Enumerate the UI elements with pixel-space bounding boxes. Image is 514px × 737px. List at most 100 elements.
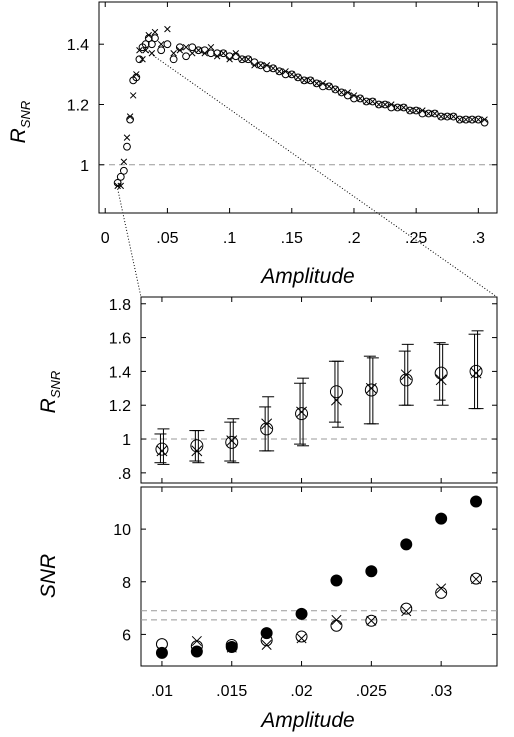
bottom-point-circle — [155, 638, 168, 651]
top-point-x — [356, 95, 364, 102]
top-chart: 0 .05 .1 .15 .2 .25 .3 1 1.2 1.4 — [67, 1, 498, 247]
top-point-x — [195, 46, 202, 54]
top-point-x — [313, 80, 320, 87]
top-point-x — [151, 28, 159, 36]
bottom-xlabel: Amplitude — [259, 709, 354, 732]
middle-point-circle — [225, 435, 239, 449]
bottom-point-x — [436, 583, 447, 594]
top-point-x — [263, 62, 271, 69]
middle-y-tick-label: 1.8 — [109, 297, 131, 314]
bottom-point-x — [296, 633, 307, 644]
middle-point-x — [296, 406, 308, 418]
top-point-circle — [244, 55, 253, 64]
bottom-x-tick-label: .01 — [151, 683, 173, 700]
top-point-x — [148, 49, 156, 57]
top-point-circle — [468, 115, 477, 124]
middle-plot-frame — [140, 296, 498, 484]
bottom-point-filled-circle — [155, 646, 168, 659]
top-point-x — [444, 113, 451, 120]
top-point-x — [251, 62, 258, 69]
bottom-point-filled-circle — [470, 495, 483, 508]
top-point-x — [400, 104, 407, 111]
top-point-x — [232, 49, 240, 57]
bottom-y-tick-label: 6 — [122, 627, 131, 644]
top-point-circle — [325, 82, 333, 91]
top-point-x — [419, 107, 426, 114]
middle-point-x — [400, 369, 412, 381]
middle-point-circle — [295, 407, 309, 421]
middle-point-circle — [469, 364, 483, 378]
top-point-circle — [269, 64, 278, 73]
top-point-circle — [163, 40, 172, 49]
middle-point-x — [191, 445, 203, 457]
top-point-x — [425, 110, 432, 117]
top-plot-frame — [98, 1, 498, 214]
top-point-circle — [151, 34, 159, 43]
top-point-circle — [169, 55, 178, 64]
bottom-point-circle — [365, 614, 378, 627]
top-point-circle — [393, 103, 402, 112]
middle-point-x — [470, 367, 482, 379]
top-point-circle — [430, 109, 439, 118]
top-point-x — [170, 49, 177, 57]
top-point-x — [133, 71, 140, 78]
top-point-x — [276, 68, 283, 75]
middle-point-x — [156, 445, 168, 457]
bottom-y-tick-label: 8 — [122, 575, 131, 592]
top-point-circle — [275, 67, 284, 76]
top-point-x — [307, 77, 314, 84]
middle-ylabel: RSNR — [37, 371, 63, 414]
middle-y-tick-label: 1.6 — [109, 331, 131, 348]
top-point-circle — [256, 61, 265, 70]
top-point-x — [325, 83, 333, 90]
bottom-point-x — [191, 635, 202, 647]
top-point-circle — [157, 46, 166, 55]
top-point-x — [350, 92, 358, 99]
top-point-circle — [116, 172, 125, 181]
top-point-circle — [374, 100, 383, 109]
top-point-x — [319, 80, 327, 87]
top-x-tick-label: .05 — [156, 230, 178, 247]
top-point-x — [431, 110, 439, 117]
middle-point-circle — [399, 373, 413, 387]
top-point-circle — [474, 115, 483, 124]
bottom-x-tick-label: .03 — [430, 683, 452, 700]
top-point-x — [189, 49, 196, 57]
top-point-circle — [219, 49, 228, 58]
top-point-x — [369, 98, 376, 105]
top-point-x — [145, 31, 152, 39]
top-point-x — [394, 104, 401, 111]
bottom-point-x — [401, 606, 412, 617]
bottom-x-tick-label: .025 — [356, 683, 387, 700]
top-point-x — [481, 116, 488, 123]
top-point-x — [288, 71, 296, 78]
bottom-point-x — [366, 615, 377, 626]
top-point-circle — [437, 112, 445, 121]
bottom-point-circle — [470, 572, 483, 585]
top-point-circle — [147, 40, 156, 49]
bottom-point-x — [261, 639, 272, 650]
top-point-x — [406, 107, 414, 114]
bottom-point-circle — [260, 634, 273, 647]
middle-ylabel-sub: SNR — [48, 371, 63, 398]
top-point-circle — [188, 43, 197, 52]
middle-point-circle — [364, 383, 378, 397]
top-point-x — [117, 182, 125, 190]
bottom-plot-frame — [140, 486, 498, 667]
top-point-x — [120, 158, 128, 166]
bottom-chart: 6 8 10 .01 .015 .02 .025 .03 — [113, 486, 498, 700]
top-point-circle — [449, 112, 458, 121]
top-point-x — [114, 182, 121, 190]
bottom-point-filled-circle — [365, 565, 378, 578]
bottom-point-circle — [400, 602, 413, 615]
middle-y-tick-label: .8 — [118, 466, 131, 483]
top-point-circle — [424, 109, 433, 118]
bottom-y-tick-label: 10 — [113, 522, 131, 539]
top-point-circle — [141, 40, 150, 49]
bottom-point-filled-circle — [295, 607, 308, 620]
bottom-x-tick-label: .02 — [290, 683, 312, 700]
bottom-point-x — [471, 574, 482, 585]
top-point-x — [164, 25, 171, 33]
bottom-point-x — [156, 646, 167, 657]
